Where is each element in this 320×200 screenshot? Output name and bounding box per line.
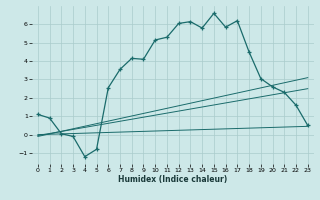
X-axis label: Humidex (Indice chaleur): Humidex (Indice chaleur)	[118, 175, 228, 184]
